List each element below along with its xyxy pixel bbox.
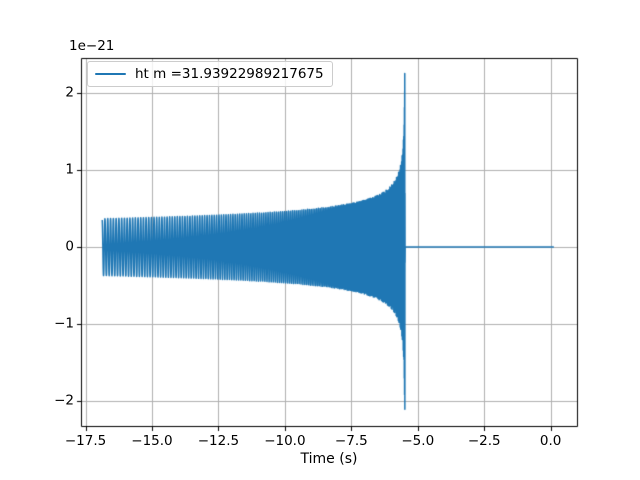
x-tick-label: −5.0: [401, 433, 435, 449]
x-tick-label: −12.5: [197, 433, 240, 449]
y-tick-label: −2: [54, 392, 74, 409]
y-tick-label: 2: [65, 85, 74, 102]
legend-label: ht m =31.93922989217675: [135, 66, 324, 82]
y-tick-label: −1: [54, 315, 74, 332]
y-axis-offset-label: 1e−21: [69, 38, 115, 54]
x-tick-label: −10.0: [264, 433, 306, 449]
x-axis-label: Time (s): [300, 451, 358, 467]
y-tick-label: 0: [65, 238, 74, 255]
x-tick-label: −17.5: [64, 433, 107, 449]
x-tick-label: −2.5: [467, 433, 501, 449]
x-tick-label: −15.0: [131, 433, 173, 449]
legend-box: ht m =31.93922989217675: [87, 61, 333, 87]
y-tick-label: 1: [65, 161, 74, 178]
x-tick-label: 0.0: [539, 433, 562, 449]
x-tick-label: −7.5: [334, 433, 368, 449]
legend-line-sample: [95, 73, 126, 75]
